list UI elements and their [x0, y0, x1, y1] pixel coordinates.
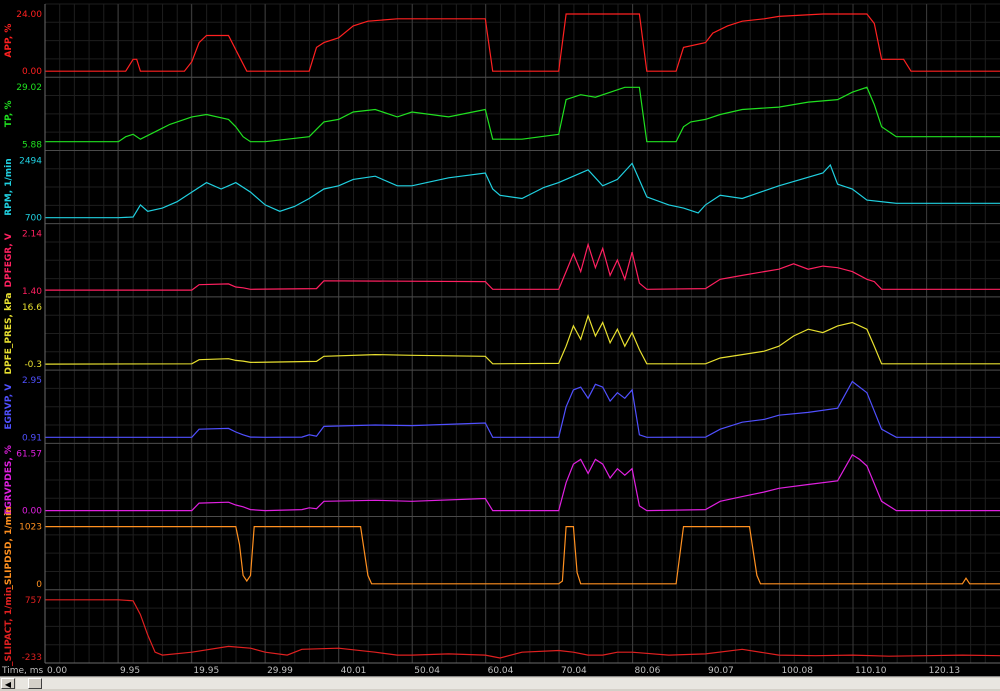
x-axis-label: Time, ms: [1, 666, 44, 676]
x-tick-label: 110.10: [855, 666, 887, 676]
x-tick-label: 100.08: [781, 666, 813, 676]
series-line: [44, 313, 1000, 365]
y-tick-label: -233: [22, 653, 42, 663]
y-tick-label: 0.00: [22, 67, 42, 77]
series-line: [45, 380, 1000, 438]
series-line: [45, 453, 1000, 512]
series-line: [45, 599, 1000, 659]
y-tick-label: 0.00: [22, 507, 42, 517]
series-line: [45, 86, 1000, 143]
x-tick-label: 60.04: [488, 666, 514, 676]
y-tick-label: 5.88: [22, 140, 42, 150]
series-line: [45, 13, 1000, 72]
horizontal-scrollbar[interactable]: ◀: [0, 676, 1000, 691]
channel-label: RPM, 1/min: [4, 158, 14, 215]
x-tick-label: 80.06: [635, 666, 661, 676]
y-tick-label: -0.3: [24, 360, 42, 370]
x-tick-label: 120.13: [929, 666, 961, 676]
y-tick-label: 2494: [19, 156, 42, 166]
x-tick-label: 50.04: [414, 666, 440, 676]
channel-label: _SLIPACT, 1/min: [4, 587, 14, 666]
y-tick-label: 16.6: [22, 303, 42, 313]
y-tick-label: 700: [25, 214, 42, 224]
plot-svg: 24.00 0.00 APP, % 29.02 5.88 TP, % 2494 700 RPM,…: [1, 3, 1000, 676]
x-tick-label: 90.07: [708, 666, 734, 676]
channel-label: DPFE_PRES, kPa: [4, 293, 14, 375]
x-tick-label: 9.95: [120, 666, 140, 676]
y-tick-label: 1023: [19, 523, 42, 533]
x-tick-label: 70.04: [561, 666, 587, 676]
channel-label: TP, %: [4, 101, 14, 128]
series-line: [45, 242, 1000, 291]
channel-label: DPFEGR, V: [4, 233, 14, 287]
channel-label: ..._SLIPDSD, 1/min: [4, 507, 14, 600]
x-tick-label: 29.99: [267, 666, 293, 676]
y-tick-label: 757: [25, 596, 42, 606]
scrollbar-thumb[interactable]: [28, 678, 42, 689]
y-tick-label: 29.02: [16, 83, 42, 93]
y-tick-label: 2.95: [22, 376, 42, 386]
y-tick-label: 2.14: [22, 230, 42, 240]
channel-label: APP, %: [4, 24, 14, 58]
channel-label: EGRVP, V: [4, 384, 14, 430]
scrollbar-track[interactable]: [16, 678, 1000, 689]
channel-label: EGRVPDES, %: [4, 445, 14, 515]
y-tick-label: 24.00: [16, 10, 42, 20]
y-tick-label: 0.91: [22, 433, 42, 443]
x-tick-label: 40.01: [341, 666, 367, 676]
series-line: [45, 162, 1000, 219]
y-tick-label: 1.40: [22, 287, 42, 297]
y-tick-label: 0: [36, 580, 42, 590]
series-line: [45, 526, 1000, 585]
x-tick-label: 19.95: [193, 666, 219, 676]
x-tick-label: 0.00: [47, 666, 67, 676]
scroll-left-arrow-icon[interactable]: ◀: [1, 678, 15, 689]
y-tick-label: 61.57: [16, 449, 42, 459]
